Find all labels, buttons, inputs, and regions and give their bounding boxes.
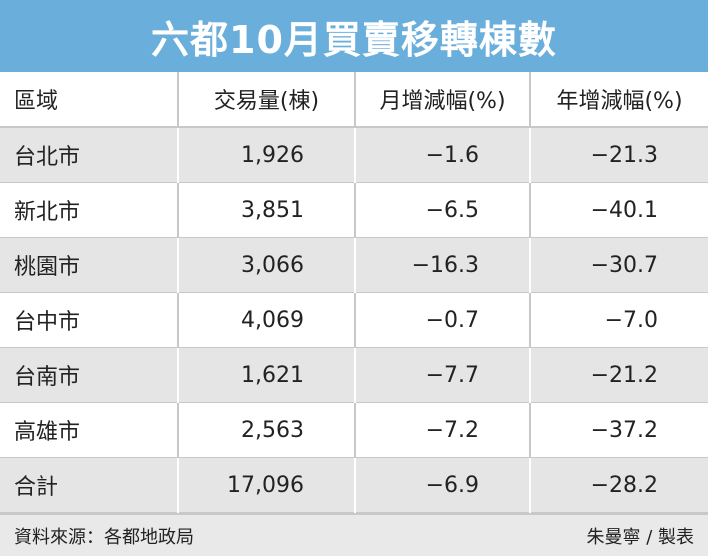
- author: 朱曼寧 / 製表: [586, 526, 694, 548]
- value-cell: 4,069: [177, 292, 355, 348]
- table-row: 台中市 4,069 −0.7 −7.0: [0, 292, 708, 348]
- column-header: 區域: [0, 72, 178, 128]
- value-cell: 1,621: [177, 347, 355, 403]
- value-cell: −30.7: [529, 237, 708, 293]
- region-cell: 台北市: [0, 127, 178, 183]
- value-cell: −7.0: [529, 292, 708, 348]
- value-cell: −7.2: [354, 402, 530, 458]
- value-cell: −28.2: [529, 457, 708, 513]
- value-cell: 3,066: [177, 237, 355, 293]
- value-cell: −16.3: [354, 237, 530, 293]
- value-cell: −0.7: [354, 292, 530, 348]
- table-row: 桃園市 3,066 −16.3 −30.7: [0, 237, 708, 293]
- value-cell: −6.9: [354, 457, 530, 513]
- value-cell: −7.7: [354, 347, 530, 403]
- footer: 資料來源：各都地政局 朱曼寧 / 製表: [0, 513, 708, 556]
- value-cell: −21.2: [529, 347, 708, 403]
- table-row: 高雄市 2,563 −7.2 −37.2: [0, 402, 708, 458]
- value-cell: −40.1: [529, 182, 708, 238]
- source: 資料來源：各都地政局: [14, 526, 194, 548]
- header-row: 區域 交易量(棟) 月增減幅(%) 年增減幅(%): [0, 72, 708, 128]
- value-cell: −1.6: [354, 127, 530, 183]
- title: 六都10月買賣移轉棟數: [0, 0, 708, 72]
- region-cell: 新北市: [0, 182, 178, 238]
- region-cell: 桃園市: [0, 237, 178, 293]
- value-cell: −37.2: [529, 402, 708, 458]
- column-header: 年增減幅(%): [529, 72, 708, 128]
- value-cell: −21.3: [529, 127, 708, 183]
- region-cell: 高雄市: [0, 402, 178, 458]
- value-cell: −6.5: [354, 182, 530, 238]
- table-row: 台南市 1,621 −7.7 −21.2: [0, 347, 708, 403]
- column-header: 交易量(棟): [177, 72, 355, 128]
- region-cell: 合計: [0, 457, 178, 513]
- region-cell: 台南市: [0, 347, 178, 403]
- table-row: 新北市 3,851 −6.5 −40.1: [0, 182, 708, 238]
- value-cell: 3,851: [177, 182, 355, 238]
- value-cell: 17,096: [177, 457, 355, 513]
- column-header: 月增減幅(%): [354, 72, 530, 128]
- table-row: 合計 17,096 −6.9 −28.2: [0, 457, 708, 513]
- table-body: 台北市 1,926 −1.6 −21.3 新北市 3,851 −6.5 −40.1 桃園市 3,0…: [0, 127, 708, 513]
- table: 區域 交易量(棟) 月增減幅(%) 年增減幅(%) 台北市 1,926 −1.6 −21.3…: [0, 72, 708, 513]
- region-cell: 台中市: [0, 292, 178, 348]
- value-cell: 1,926: [177, 127, 355, 183]
- table-row: 台北市 1,926 −1.6 −21.3: [0, 127, 708, 183]
- value-cell: 2,563: [177, 402, 355, 458]
